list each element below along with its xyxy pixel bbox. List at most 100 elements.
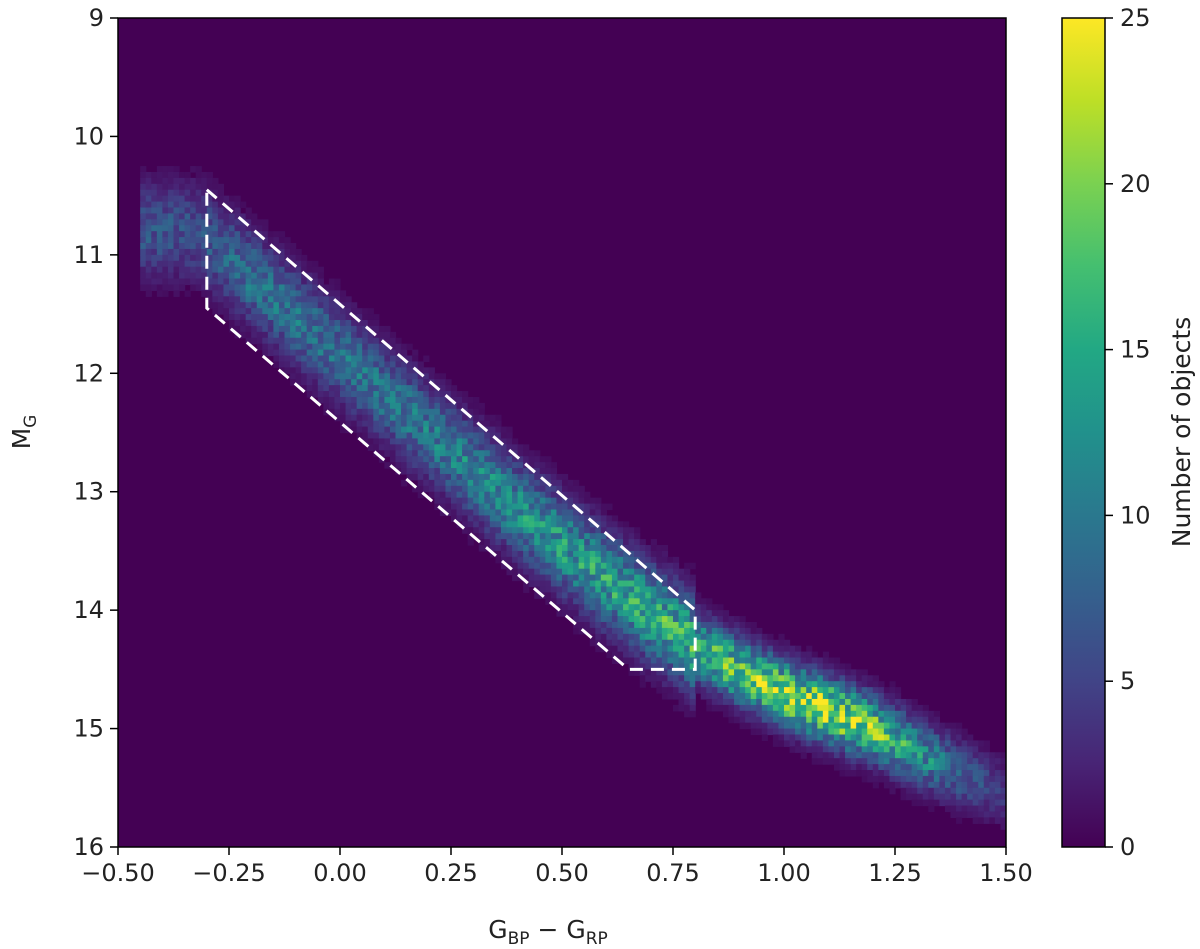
heatmap-cell: [623, 639, 630, 647]
heatmap-cell: [628, 651, 635, 659]
heatmap-cell: [439, 503, 447, 511]
heatmap-cell: [639, 657, 646, 665]
heatmap-cell: [489, 521, 496, 528]
heatmap-cell: [656, 651, 663, 659]
heatmap-cell: [911, 722, 918, 730]
heatmap-cell: [184, 266, 191, 274]
heatmap-cell: [417, 408, 424, 416]
selection-polygon: [205, 188, 697, 671]
heatmap-cell: [634, 621, 641, 629]
heatmap-cell: [595, 562, 602, 570]
heatmap-cell: [439, 438, 447, 445]
heatmap-cell: [217, 243, 225, 250]
heatmap-cell: [623, 527, 630, 534]
heatmap-cell: [262, 254, 269, 262]
heatmap-cell: [761, 722, 768, 730]
heatmap-cell: [845, 698, 852, 706]
heatmap-cell: [911, 698, 918, 706]
heatmap-cell: [512, 521, 519, 528]
heatmap-cell: [345, 420, 352, 428]
heatmap-cell: [162, 207, 169, 215]
heatmap-cell: [661, 550, 669, 558]
heatmap-cell: [295, 319, 302, 327]
heatmap-cell: [467, 521, 474, 528]
heatmap-cell: [345, 302, 352, 309]
heatmap-cell: [356, 426, 363, 434]
heatmap-cell: [978, 775, 985, 783]
heatmap-cell: [317, 319, 324, 327]
heatmap-cell: [656, 604, 663, 611]
heatmap-cell: [517, 556, 524, 564]
heatmap-cell: [195, 260, 202, 268]
heatmap-cell: [895, 722, 902, 730]
heatmap-cell: [578, 539, 585, 546]
heatmap-cell: [229, 260, 236, 268]
heatmap-cell: [478, 533, 485, 540]
heatmap-cell: [506, 462, 513, 469]
heatmap-cell: [650, 681, 657, 688]
heatmap-cell: [645, 651, 652, 659]
heatmap-cell: [240, 314, 247, 321]
heatmap-cell: [689, 675, 696, 682]
heatmap-cell: [278, 266, 286, 274]
heatmap-cell: [600, 639, 607, 647]
heatmap-cell: [201, 266, 208, 274]
heatmap-cell: [395, 462, 402, 469]
heatmap-cell: [356, 325, 363, 333]
heatmap-cell: [667, 574, 674, 582]
heatmap-cell: [595, 586, 602, 593]
heatmap-cell: [367, 432, 374, 440]
heatmap-cell: [451, 408, 458, 416]
heatmap-cell: [539, 485, 546, 493]
heatmap-cell: [867, 775, 874, 783]
heatmap-cell: [278, 343, 286, 351]
heatmap-cell: [323, 391, 330, 398]
heatmap-cell: [623, 598, 630, 605]
heatmap-cell: [656, 645, 663, 653]
heatmap-cell: [145, 207, 152, 215]
heatmap-cell: [695, 639, 702, 647]
heatmap-cell: [295, 331, 302, 339]
heatmap-cell: [356, 373, 363, 380]
heatmap-cell: [628, 527, 635, 534]
heatmap-cell: [1000, 764, 1006, 771]
heatmap-cell: [567, 586, 574, 593]
heatmap-cell: [800, 728, 807, 736]
heatmap-cell: [406, 473, 413, 481]
heatmap-cell: [234, 254, 241, 262]
heatmap-cell: [290, 314, 297, 321]
heatmap-cell: [845, 704, 852, 712]
heatmap-cell: [378, 444, 385, 451]
heatmap-cell: [278, 308, 286, 315]
heatmap-cell: [700, 610, 707, 617]
heatmap-cell: [423, 456, 430, 463]
heatmap-cell: [367, 379, 374, 386]
heatmap-cell: [989, 787, 996, 795]
heatmap-cell: [184, 207, 191, 215]
heatmap-cell: [617, 556, 624, 564]
heatmap-cell: [362, 402, 369, 410]
heatmap-cell: [478, 497, 485, 505]
heatmap-cell: [967, 752, 974, 759]
heatmap-cell: [673, 604, 680, 611]
heatmap-cell: [539, 580, 546, 588]
heatmap-cell: [900, 764, 907, 771]
heatmap-cell: [728, 616, 735, 623]
heatmap-cell: [195, 278, 202, 286]
heatmap-cell: [284, 272, 291, 280]
heatmap-cell: [351, 414, 358, 422]
heatmap-cell: [550, 539, 558, 546]
heatmap-cell: [484, 414, 491, 422]
heatmap-cell: [212, 177, 219, 185]
heatmap-cell: [611, 574, 619, 582]
heatmap-cell: [845, 675, 852, 682]
heatmap-cell: [689, 704, 696, 712]
heatmap-cell: [179, 243, 186, 250]
heatmap-cell: [850, 770, 857, 777]
heatmap-cell: [456, 408, 463, 416]
heatmap-cell: [673, 598, 680, 605]
heatmap-cell: [595, 568, 602, 576]
heatmap-cell: [578, 610, 585, 617]
heatmap-cell: [262, 343, 269, 351]
